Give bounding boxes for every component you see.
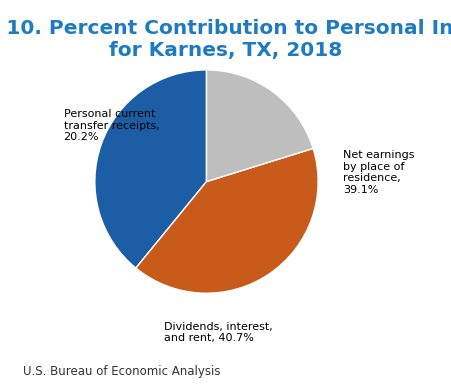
Text: Personal current
transfer receipts,
20.2%: Personal current transfer receipts, 20.2… [64,109,159,142]
Wedge shape [136,148,318,293]
Wedge shape [95,70,207,268]
Text: Dividends, interest,
and rent, 40.7%: Dividends, interest, and rent, 40.7% [164,322,273,343]
Text: U.S. Bureau of Economic Analysis: U.S. Bureau of Economic Analysis [23,365,220,378]
Text: Net earnings
by place of
residence,
39.1%: Net earnings by place of residence, 39.1… [343,150,414,195]
Text: Chart 10. Percent Contribution to Personal Income
for Karnes, TX, 2018: Chart 10. Percent Contribution to Person… [0,19,451,60]
Wedge shape [207,70,313,181]
